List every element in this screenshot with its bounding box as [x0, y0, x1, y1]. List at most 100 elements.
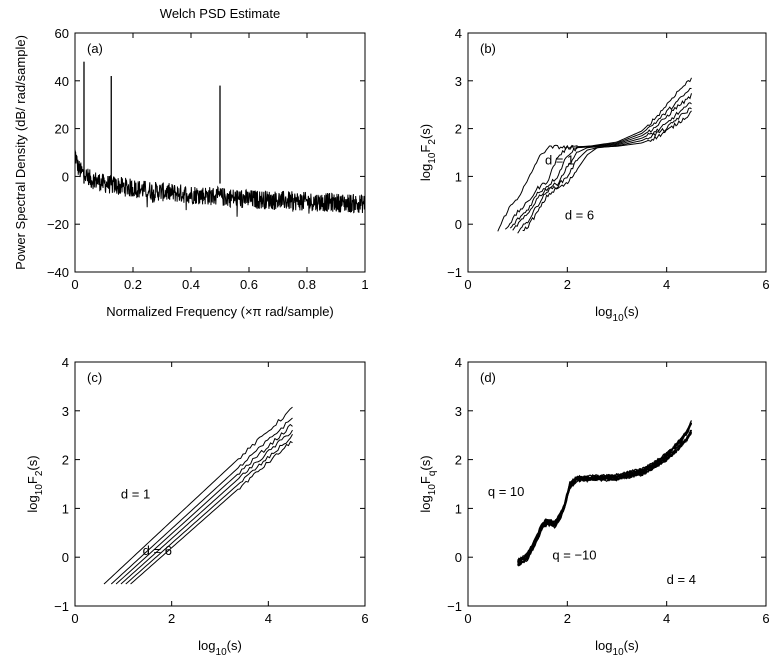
- y-tick-label: 3: [455, 404, 462, 419]
- y-tick-label: 0: [455, 550, 462, 565]
- y-tick-label: −1: [447, 265, 462, 280]
- x-tick-label: 2: [564, 611, 571, 626]
- x-tick-label: 0.4: [182, 277, 200, 292]
- fq-line-2: [517, 431, 692, 566]
- y-tick-label: 2: [455, 453, 462, 468]
- plot-area: [497, 77, 692, 234]
- panel-label: (b): [480, 41, 496, 56]
- x-tick-label: 0: [71, 611, 78, 626]
- y-tick-label: 0: [455, 217, 462, 232]
- y-tick-label: 1: [455, 501, 462, 516]
- y-axis-label: log10F2(s): [418, 124, 438, 181]
- x-tick-label: 0.6: [240, 277, 258, 292]
- plot-area: [75, 61, 365, 217]
- series-line-2: [110, 417, 293, 585]
- x-axis-label: log10(s): [198, 638, 242, 658]
- panel-a: 0 0.2 0.4 0.6 0.8 1 −40 −20 0 20 40 60 (a) Welch PSD …: [13, 6, 369, 319]
- annotation: d = 1: [545, 152, 574, 167]
- y-tick-label: 0: [62, 169, 69, 184]
- y-tick-label: 1: [455, 169, 462, 184]
- x-axis-label: log10(s): [595, 304, 639, 324]
- psd-line: [75, 149, 365, 217]
- fq-line-2: [517, 431, 693, 566]
- fq-line-1: [517, 423, 693, 563]
- y-tick-label: −1: [54, 599, 69, 614]
- series-line-3: [115, 423, 293, 585]
- fq-line-2: [517, 432, 693, 567]
- x-tick-label: 0.2: [124, 277, 142, 292]
- y-axis-label: log10Fq(s): [418, 455, 438, 512]
- y-axis-label: Power Spectral Density (dB/ rad/sample): [13, 35, 28, 270]
- x-tick-label: 4: [265, 611, 272, 626]
- fq-line-1: [517, 420, 693, 561]
- fq-line-1: [517, 422, 692, 562]
- series-line-4: [512, 102, 692, 231]
- y-tick-label: 2: [455, 122, 462, 137]
- fq-line-1: [517, 423, 692, 562]
- x-tick-label: 0.8: [298, 277, 316, 292]
- chart-title: Welch PSD Estimate: [160, 6, 280, 21]
- x-tick-label: 0: [464, 277, 471, 292]
- y-tick-label: 20: [55, 122, 69, 137]
- x-tick-label: 4: [663, 611, 670, 626]
- annotation: q = 10: [488, 484, 525, 499]
- y-tick-label: 40: [55, 74, 69, 89]
- y-tick-label: 4: [455, 355, 462, 370]
- panel-label: (d): [480, 370, 496, 385]
- annotation: d = 6: [143, 543, 172, 558]
- fq-line-1: [517, 422, 693, 564]
- y-tick-label: 3: [62, 404, 69, 419]
- panel-label: (a): [87, 41, 103, 56]
- x-axis-label: Normalized Frequency (×π rad/sample): [106, 304, 334, 319]
- annotation: d = 1: [121, 487, 150, 502]
- series-line-5: [517, 107, 692, 234]
- axes-box: [74, 32, 366, 273]
- x-tick-label: 4: [663, 277, 670, 292]
- y-tick-label: 2: [62, 453, 69, 468]
- x-tick-label: 0: [71, 277, 78, 292]
- x-tick-label: 0: [464, 611, 471, 626]
- axes-box: [467, 32, 767, 273]
- x-tick-label: 6: [361, 611, 368, 626]
- y-tick-label: −1: [447, 599, 462, 614]
- plot-area: [517, 420, 693, 567]
- fq-line-2: [517, 429, 693, 565]
- fq-line-1: [517, 423, 693, 564]
- fq-line-2: [517, 431, 692, 567]
- plot-area: [103, 406, 293, 585]
- series-line-3: [509, 93, 692, 229]
- y-tick-label: 4: [455, 26, 462, 41]
- y-tick-label: 60: [55, 26, 69, 41]
- series-line-4: [120, 429, 293, 585]
- series-line-1: [103, 406, 293, 585]
- x-tick-label: 2: [168, 611, 175, 626]
- x-tick-label: 1: [361, 277, 368, 292]
- panel-label: (c): [87, 370, 102, 385]
- annotation: d = 4: [667, 572, 696, 587]
- x-tick-label: 2: [564, 277, 571, 292]
- fq-line-2: [517, 429, 692, 564]
- y-tick-label: 3: [455, 74, 462, 89]
- y-tick-label: −40: [47, 265, 69, 280]
- series-line-6: [130, 440, 293, 585]
- y-tick-label: 0: [62, 550, 69, 565]
- y-tick-label: 1: [62, 501, 69, 516]
- series-line-5: [125, 433, 293, 585]
- axes-box: [74, 361, 366, 607]
- axes-box: [467, 361, 767, 607]
- y-tick-label: 4: [62, 355, 69, 370]
- x-tick-label: 6: [762, 611, 769, 626]
- annotation: q = −10: [552, 548, 596, 563]
- y-tick-label: −20: [47, 217, 69, 232]
- series-line-6: [522, 110, 692, 232]
- x-tick-label: 6: [762, 277, 769, 292]
- series-line-1: [497, 77, 692, 232]
- y-axis-label: log10F2(s): [25, 455, 45, 512]
- series-line-2: [504, 87, 692, 230]
- x-axis-label: log10(s): [595, 638, 639, 658]
- annotation: d = 6: [565, 207, 594, 222]
